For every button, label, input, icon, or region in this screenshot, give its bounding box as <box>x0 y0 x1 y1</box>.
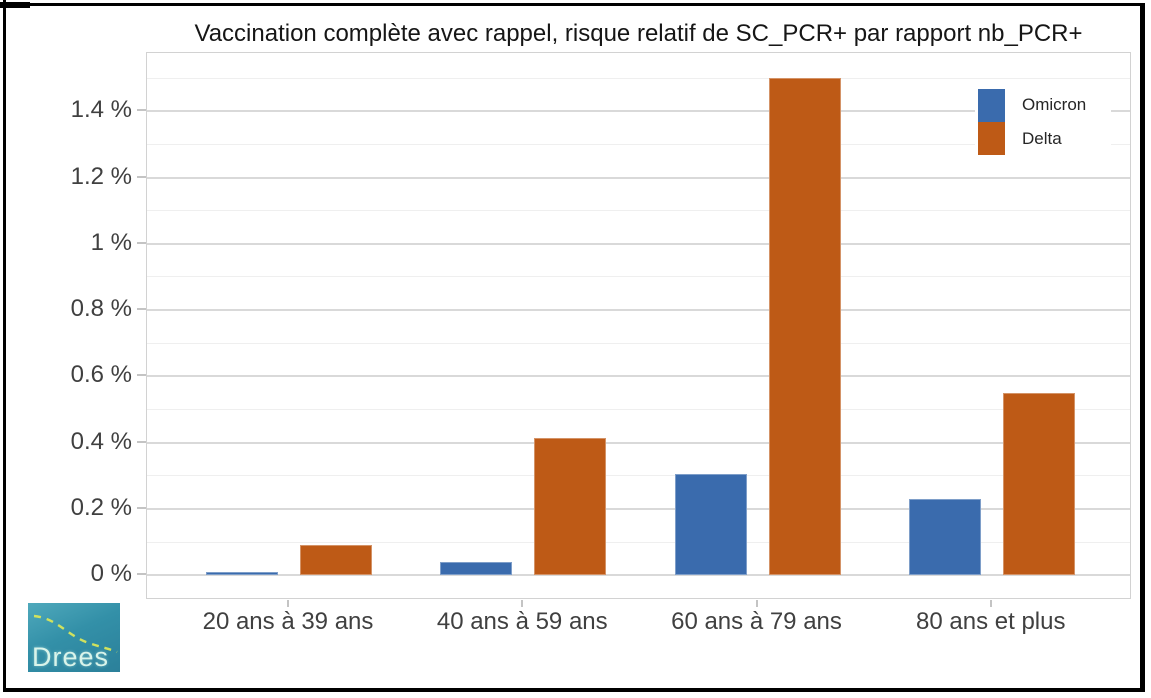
gridline-minor-0.1 <box>147 541 1130 543</box>
gridline-major-0.8 <box>147 309 1130 312</box>
gridline-minor-0.3 <box>147 475 1130 477</box>
y-tick-1 <box>137 241 146 244</box>
y-tick-label-0.4: 0.4 % <box>70 427 132 455</box>
frame-top-left-tab <box>0 2 30 8</box>
x-tick-4 <box>989 600 992 607</box>
gridline-minor-1.5 <box>147 77 1130 79</box>
y-tick-0 <box>137 573 146 576</box>
y-tick-label-0.2: 0.2 % <box>70 494 132 521</box>
logo-dashed-curve <box>33 614 118 654</box>
y-tick-label-0: 0 % <box>90 560 132 588</box>
y-tick-label-0.8: 0.8 % <box>70 295 132 323</box>
x-tick-label-3: 60 ans à 79 ans <box>671 608 842 635</box>
gridline-minor-0.9 <box>147 276 1130 278</box>
gridline-major-0 <box>147 574 1130 577</box>
bar-omicron-2 <box>440 562 513 576</box>
bar-omicron-3 <box>674 474 747 576</box>
gridline-major-0.2 <box>147 508 1130 510</box>
gridline-minor-1.3 <box>147 143 1130 145</box>
gridline-major-0.6 <box>147 375 1130 378</box>
x-tick-3 <box>755 600 758 607</box>
legend-swatch-delta <box>978 122 1005 155</box>
frame-left <box>3 0 6 692</box>
x-tick-label-4: 80 ans et plus <box>916 608 1066 635</box>
frame-bottom <box>3 688 1145 692</box>
bar-omicron-1 <box>206 571 278 576</box>
logo-text: Drees <box>32 642 110 672</box>
x-tick-1 <box>287 600 289 607</box>
y-tick-label-0.6: 0.6 % <box>70 361 132 389</box>
plot-panel: Omicron Delta <box>146 52 1131 599</box>
gridline-major-1 <box>147 242 1130 245</box>
legend-label-delta: Delta <box>1022 129 1062 148</box>
legend-swatch-omicron <box>978 89 1005 122</box>
gridline-major-1.2 <box>147 176 1130 179</box>
gridline-minor-0.5 <box>147 409 1130 411</box>
y-tick-label-1.4: 1.4 % <box>70 96 132 124</box>
frame-right <box>1140 3 1145 692</box>
bar-delta-2 <box>534 437 607 576</box>
frame-top <box>0 3 1145 6</box>
bar-delta-1 <box>300 545 372 576</box>
legend: Omicron Delta <box>975 81 1111 161</box>
gridline-minor-0.7 <box>147 342 1130 344</box>
x-tick-label-1: 20 ans à 39 ans <box>202 608 374 635</box>
bar-delta-3 <box>768 78 841 576</box>
chart-title: Vaccination complète avec rappel, risque… <box>194 20 1083 47</box>
x-tick-2 <box>521 600 524 607</box>
bar-omicron-4 <box>908 499 981 576</box>
x-tick-label-2: 40 ans à 59 ans <box>436 608 608 635</box>
gridline-major-0.4 <box>147 441 1130 444</box>
drees-logo: Drees <box>28 603 120 672</box>
gridline-minor-1.1 <box>147 210 1130 212</box>
bar-delta-4 <box>1002 392 1075 576</box>
y-tick-label-1.2: 1.2 % <box>70 162 132 190</box>
y-tick-0.2 <box>137 507 146 509</box>
y-tick-label-1: 1 % <box>90 228 132 256</box>
y-tick-1.4 <box>137 109 146 112</box>
gridline-major-1.4 <box>147 110 1130 113</box>
y-tick-0.4 <box>137 440 146 443</box>
y-tick-0.8 <box>137 308 146 311</box>
y-tick-0.6 <box>137 374 146 377</box>
y-tick-1.2 <box>137 175 146 178</box>
legend-label-omicron: Omicron <box>1022 95 1087 114</box>
